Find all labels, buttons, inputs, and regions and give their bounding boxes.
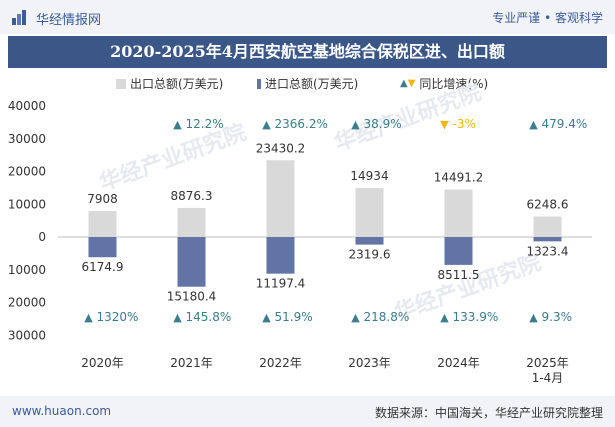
export-bar bbox=[444, 189, 473, 237]
export-data-label: 23430.2 bbox=[256, 141, 306, 155]
import-growth-label: 145.8% bbox=[186, 310, 232, 324]
growth-up-icon: ▲ bbox=[529, 118, 538, 131]
export-data-label: 14491.2 bbox=[434, 171, 484, 185]
export-bar bbox=[355, 188, 384, 237]
y-tick-label: 20000 bbox=[8, 296, 46, 310]
x-tick-label: 2023年 bbox=[348, 356, 391, 370]
export-growth-label: -3% bbox=[453, 117, 476, 131]
export-growth-label: 2366.2% bbox=[275, 117, 328, 131]
chart-plot: 40000 30000 20000 10000 0 10000 20000 30000 7908… bbox=[8, 99, 592, 385]
legend-export-swatch bbox=[116, 78, 126, 89]
legend-growth-label: 同比增速(%) bbox=[419, 77, 489, 91]
import-growth-label: 9.3% bbox=[542, 310, 573, 324]
legend-export-label: 出口总额(万美元) bbox=[130, 77, 224, 91]
export-data-label: 14934 bbox=[350, 169, 388, 183]
x-tick-label: 2025年 bbox=[526, 356, 569, 370]
import-bar bbox=[266, 237, 295, 274]
footer-site: www.huaon.com bbox=[12, 404, 112, 418]
export-bar bbox=[88, 211, 117, 237]
import-bar bbox=[533, 237, 562, 242]
growth-up-icon: ▲ bbox=[351, 118, 360, 131]
legend-import: 进口总额(万美元) bbox=[257, 75, 358, 92]
export-data-label: 7908 bbox=[87, 192, 118, 206]
growth-up-icon: ▲ bbox=[351, 311, 360, 324]
growth-up-icon: ▲ bbox=[440, 311, 449, 324]
growth-up-icon: ▲ bbox=[529, 311, 538, 324]
title-bar: 2020-2025年4月西安航空基地综合保税区进、出口额 bbox=[8, 36, 607, 68]
footer-source: 数据来源：中国海关，华经产业研究院整理 bbox=[374, 406, 603, 420]
import-growth-label: 133.9% bbox=[453, 310, 499, 324]
import-growth-label: 218.8% bbox=[364, 310, 410, 324]
x-tick-label: 2021年 bbox=[170, 356, 213, 370]
growth-up-icon: ▲ bbox=[173, 118, 182, 131]
y-tick-label: 10000 bbox=[8, 263, 46, 277]
import-bar bbox=[177, 237, 206, 287]
x-tick-label: 1-4月 bbox=[532, 371, 564, 385]
import-bar bbox=[355, 237, 384, 245]
export-growth-label: 38.9% bbox=[364, 117, 402, 131]
export-growth-label: 479.4% bbox=[542, 117, 588, 131]
growth-up-icon: ▲ bbox=[262, 118, 271, 131]
brand-name: 华经情报网 bbox=[36, 13, 102, 28]
legend-import-swatch bbox=[257, 78, 261, 89]
header-bar: 华经情报网 专业严谨 • 客观科学 bbox=[0, 0, 615, 34]
import-bar bbox=[88, 237, 117, 258]
footer-bar: www.huaon.com 数据来源：中国海关，华经产业研究院整理 bbox=[0, 396, 615, 427]
x-tick-label: 2020年 bbox=[81, 356, 124, 370]
legend-growth: ▲ ▼ 同比增速(%) bbox=[400, 75, 488, 92]
growth-up-icon: ▲ bbox=[173, 311, 182, 324]
export-data-label: 8876.3 bbox=[171, 189, 213, 203]
import-data-label: 11197.4 bbox=[256, 277, 306, 291]
y-tick-label: 0 bbox=[38, 230, 46, 244]
y-tick-label: 30000 bbox=[8, 328, 46, 342]
y-tick-label: 10000 bbox=[8, 197, 46, 211]
growth-up-icon: ▲ bbox=[84, 311, 93, 324]
y-tick-label: 20000 bbox=[8, 165, 46, 179]
export-bar bbox=[533, 216, 562, 237]
import-data-label: 6174.9 bbox=[82, 260, 124, 274]
growth-up-icon: ▲ bbox=[262, 311, 271, 324]
import-data-label: 1323.4 bbox=[527, 244, 569, 258]
legend-export: 出口总额(万美元) bbox=[116, 75, 223, 92]
tagline: 专业严谨 • 客观科学 bbox=[492, 11, 603, 25]
y-tick-label: 40000 bbox=[8, 99, 46, 113]
export-bar bbox=[177, 207, 206, 237]
x-tick-label: 2022年 bbox=[259, 356, 302, 370]
import-growth-label: 51.9% bbox=[275, 310, 313, 324]
import-data-label: 8511.5 bbox=[438, 268, 480, 282]
legend-growth-arrows-icon: ▲ ▼ bbox=[400, 78, 416, 89]
x-tick-label: 2024年 bbox=[437, 356, 480, 370]
chart-legend: 出口总额(万美元) 进口总额(万美元) ▲ ▼ 同比增速(%) bbox=[0, 75, 615, 95]
import-data-label: 15180.4 bbox=[167, 290, 217, 304]
y-tick-label: 30000 bbox=[8, 132, 46, 146]
huajing-logo-icon bbox=[12, 10, 26, 25]
import-bar bbox=[444, 237, 473, 265]
chart-title: 2020-2025年4月西安航空基地综合保税区进、出口额 bbox=[110, 42, 505, 61]
growth-down-icon: ▼ bbox=[440, 118, 449, 131]
import-growth-label: 1320% bbox=[97, 310, 139, 324]
legend-import-label: 进口总额(万美元) bbox=[265, 77, 359, 91]
export-data-label: 6248.6 bbox=[527, 198, 569, 212]
import-data-label: 2319.6 bbox=[349, 248, 391, 262]
export-growth-label: 12.2% bbox=[186, 117, 224, 131]
export-bar bbox=[266, 160, 295, 237]
